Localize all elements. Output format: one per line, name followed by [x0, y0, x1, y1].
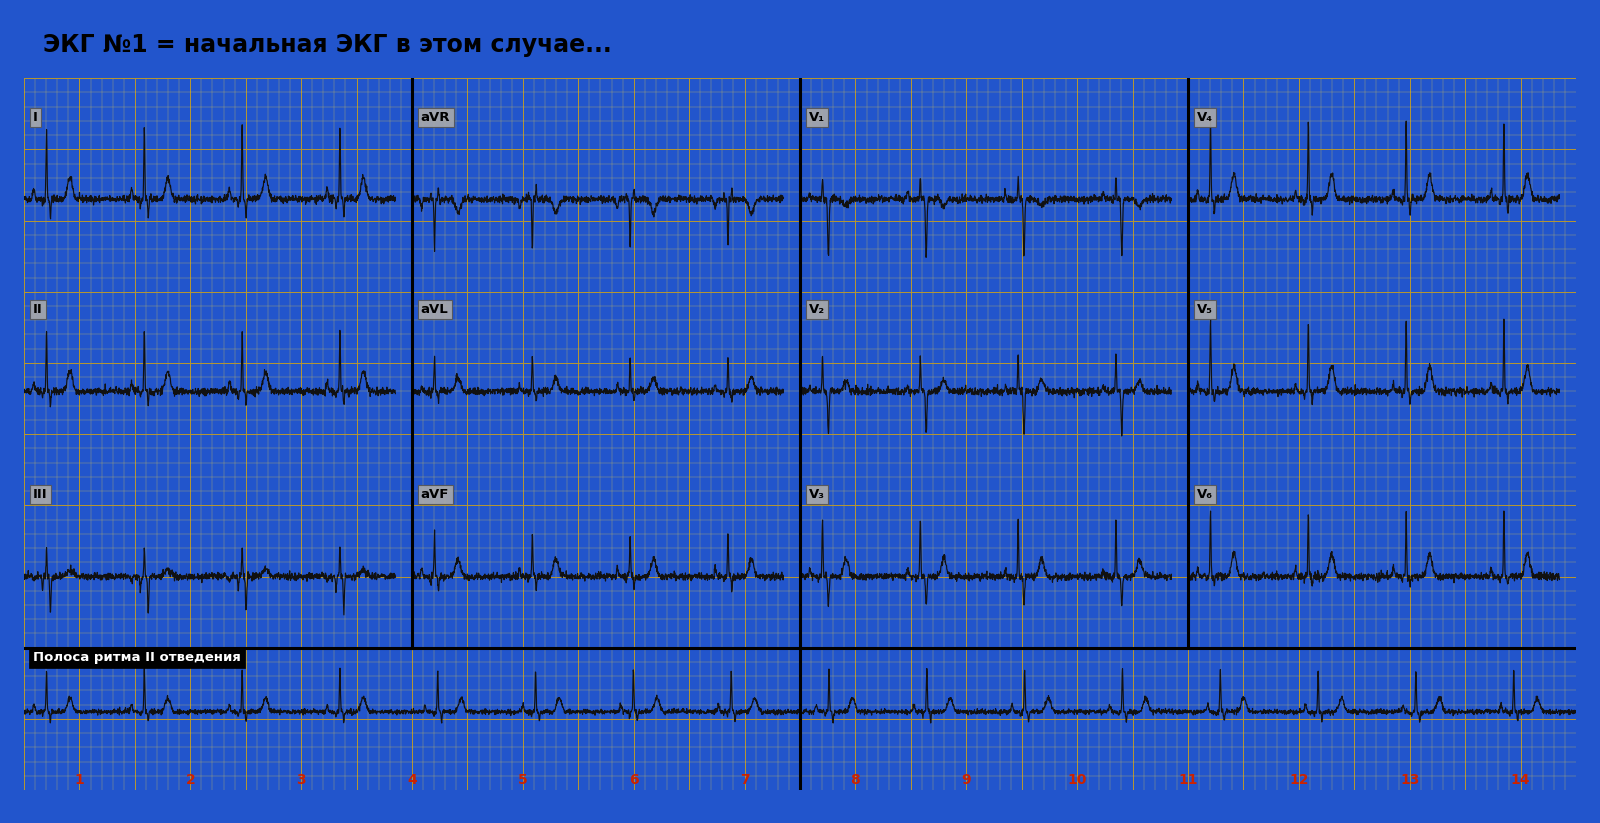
Text: 12: 12	[1290, 773, 1309, 787]
Text: V₄: V₄	[1197, 111, 1213, 123]
Text: 9: 9	[962, 773, 971, 787]
Text: 6: 6	[629, 773, 638, 787]
Text: 8: 8	[851, 773, 861, 787]
Text: 7: 7	[739, 773, 749, 787]
Text: II: II	[34, 303, 43, 316]
Text: I: I	[34, 111, 38, 123]
Text: 13: 13	[1400, 773, 1419, 787]
Text: V₁: V₁	[810, 111, 826, 123]
Text: ЭКГ №1 = начальная ЭКГ в этом случае...: ЭКГ №1 = начальная ЭКГ в этом случае...	[43, 33, 611, 57]
Text: 5: 5	[518, 773, 528, 787]
Text: 11: 11	[1178, 773, 1198, 787]
Text: 10: 10	[1067, 773, 1086, 787]
Text: 14: 14	[1510, 773, 1530, 787]
Text: V₆: V₆	[1197, 488, 1213, 501]
Text: aVF: aVF	[421, 488, 450, 501]
Text: aVR: aVR	[421, 111, 450, 123]
Text: 4: 4	[406, 773, 418, 787]
Text: V₃: V₃	[810, 488, 826, 501]
Text: V₅: V₅	[1197, 303, 1213, 316]
Text: 2: 2	[186, 773, 195, 787]
Text: aVL: aVL	[421, 303, 448, 316]
Text: Полоса ритма II отведения: Полоса ритма II отведения	[34, 651, 240, 664]
Text: V₂: V₂	[810, 303, 826, 316]
Text: 3: 3	[296, 773, 306, 787]
Text: 1: 1	[75, 773, 85, 787]
Text: III: III	[34, 488, 48, 501]
